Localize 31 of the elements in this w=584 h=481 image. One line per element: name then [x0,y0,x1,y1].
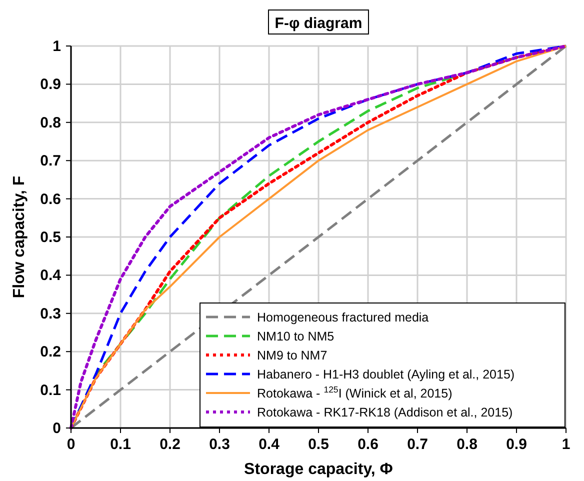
y-axis-title: Flow capacity, F [11,176,28,298]
x-tick-label: 0.4 [258,436,280,453]
y-tick-label: 0.6 [40,190,61,208]
x-tick-label: 1 [562,436,570,453]
y-tick-label: 0.1 [40,382,61,399]
y-tick-label: 0.3 [40,305,61,322]
y-tick-label: 0.4 [40,267,62,284]
y-tick-label: 1 [52,38,61,55]
y-tick-label: 0.8 [40,114,61,132]
legend-label: Homogeneous fractured media [257,310,429,324]
y-tick-label: 0.9 [40,76,61,94]
y-tick-label: 0 [52,420,61,437]
x-tick-label: 0.3 [209,436,230,453]
x-tick-label: 0.2 [160,436,180,453]
x-tick-label: 0.8 [456,436,478,453]
x-tick-label: 0.7 [407,436,428,453]
x-tick-label: 0 [66,436,76,453]
legend-label: Habanero - H1-H3 doublet (Ayling et al., 2015) [257,368,515,382]
y-tick-label: 0.7 [40,152,61,170]
x-tick-label: 0.1 [110,436,131,453]
x-tick-label: 0.9 [506,436,527,453]
x-tick-label: 0.6 [358,436,378,453]
legend-label: NM9 to NM7 [257,348,328,362]
legend-label: Rotokawa - $^{125}$I (Winick et al, 2015) [257,384,452,400]
legend-label: NM10 to NM5 [257,330,334,344]
y-tick-label: 0.5 [40,229,61,246]
x-tick-label: 0.5 [308,436,329,453]
x-axis-title: Storage capacity, Φ [244,461,393,478]
chart-title: F-φ diagram [274,15,362,32]
legend-label: Rotokawa - RK17-RK18 (Addison et al., 2015) [257,406,513,420]
y-tick-label: 0.2 [40,344,61,361]
